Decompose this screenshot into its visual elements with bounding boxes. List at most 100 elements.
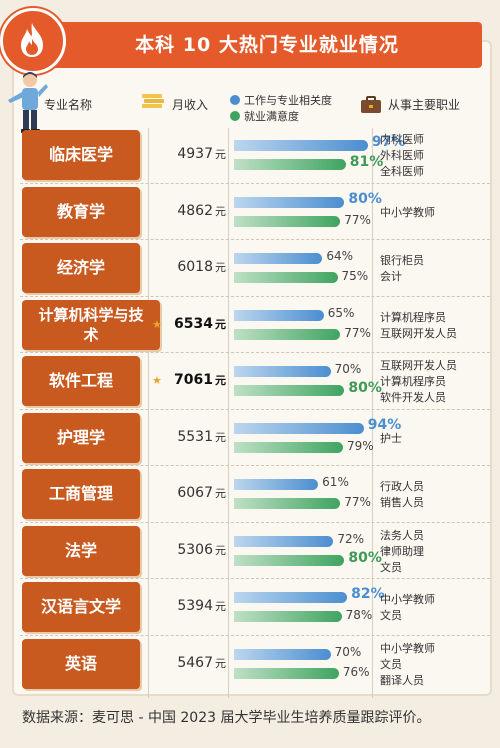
row-divider (20, 578, 490, 579)
income-unit: 元 (215, 204, 226, 218)
row-divider (20, 239, 490, 240)
income-value: 6018 (177, 259, 213, 275)
income-unit: 元 (215, 374, 226, 387)
monthly-income: 6067 元 (150, 485, 226, 501)
job-item: 法务人员 (380, 528, 424, 542)
income-value: 5394 (177, 598, 213, 614)
satisfaction-bar (234, 554, 345, 566)
job-item: 律师助理 (380, 544, 424, 558)
satisfaction-value: 78% (345, 608, 373, 622)
monthly-income: 4862 元 (150, 203, 226, 219)
major-name: 护理学 (22, 412, 140, 463)
relevance-bar (234, 140, 368, 151)
income-value: 5306 (177, 541, 213, 558)
satisfaction-value: 77% (344, 495, 371, 509)
job-list: 银行柜员 会计 (380, 253, 424, 285)
relevance-value: 65% (327, 305, 355, 320)
header-jobs: 从事主要职业 (388, 98, 461, 112)
header-major: 专业名称 (44, 98, 93, 112)
major-name: 法学 (22, 525, 140, 576)
job-list: 内科医师 外科医师 全科医师 (380, 132, 424, 180)
relevance-bar (234, 535, 334, 547)
income-value: 4862 (177, 202, 213, 219)
income-unit: 元 (215, 430, 226, 444)
job-item: 计算机程序员 (380, 310, 446, 324)
title-bar: 本科 10 大热门专业就业情况 (22, 22, 482, 68)
column-divider (228, 128, 229, 698)
relevance-value: 94% (367, 416, 402, 433)
satisfaction-bar (234, 667, 339, 679)
job-item: 中小学教师 (380, 593, 435, 606)
income-value: 6534 (174, 315, 213, 332)
row-divider (20, 352, 490, 353)
job-item: 文员 (380, 609, 402, 622)
relevance-bar (234, 479, 319, 490)
major-name: 英语 (22, 638, 140, 689)
satisfaction-bar (234, 498, 341, 509)
job-list: 中小学教师文员翻译人员 (380, 641, 435, 689)
satisfaction-bar (234, 385, 345, 396)
major-name: 教育学 (22, 186, 140, 237)
coin-stack-icon (142, 94, 164, 108)
briefcase-icon (361, 96, 381, 113)
satisfaction-value: 79% (347, 438, 374, 453)
star-icon: ★ (152, 317, 162, 331)
relevance-value: 82% (351, 586, 385, 602)
income-unit: 元 (215, 600, 226, 613)
job-item: 会计 (380, 270, 402, 283)
relevance-bar (234, 366, 331, 377)
income-unit: 元 (215, 487, 226, 500)
relevance-bar (234, 422, 364, 434)
row-divider (20, 182, 490, 184)
star-icon: ★ (152, 374, 162, 387)
relevance-value: 80% (348, 190, 382, 207)
job-item: 互联网开发人员 (380, 359, 457, 372)
satisfaction-bar (234, 328, 341, 340)
major-name: 经济学 (22, 243, 140, 293)
job-item: 行政人员 (380, 480, 424, 493)
job-list: 中小学教师 文员 (380, 592, 435, 624)
legend-item-relevance: 工作与专业相关度 (230, 92, 332, 108)
major-name: 汉语言文学 (22, 582, 140, 632)
relevance-value: 70% (334, 644, 362, 659)
legend: 工作与专业相关度 就业满意度 (230, 92, 332, 124)
monthly-income: 5306 元 (150, 542, 226, 558)
column-divider (148, 128, 149, 698)
satisfaction-value: 75% (341, 269, 369, 283)
job-list: 互联网开发人员 计算机程序员 软件开发人员 (380, 358, 457, 406)
relevance-value: 97% (371, 134, 406, 150)
satisfaction-bar (234, 611, 342, 622)
satisfaction-bar (234, 159, 346, 170)
satisfaction-dot-icon (230, 111, 240, 121)
job-list: 法务人员 律师助理 文员 (380, 528, 424, 576)
fire-icon (0, 8, 66, 74)
row-divider (20, 465, 490, 466)
header-income: 月收入 (172, 98, 209, 112)
job-item: 翻译人员 (380, 673, 424, 687)
job-list: 行政人员 销售人员 (380, 479, 424, 511)
major-name: 临床医学 (22, 130, 140, 180)
legend-item-satisfaction: 就业满意度 (230, 108, 332, 124)
monthly-income: 5531 元 (150, 429, 226, 445)
major-name: 软件工程 (22, 356, 140, 406)
job-list: 中小学教师 (380, 205, 435, 221)
satisfaction-value: 81% (349, 154, 384, 170)
job-item: 文员 (380, 657, 402, 671)
monthly-income: 7061 元 (150, 372, 226, 388)
satisfaction-value: 80% (348, 380, 382, 396)
row-divider (20, 408, 490, 410)
income-value: 4937 (177, 146, 213, 162)
relevance-value: 72% (337, 531, 365, 546)
relevance-bar (234, 196, 345, 208)
relevance-value: 64% (326, 249, 353, 263)
job-item: 中小学教师 (380, 641, 435, 655)
income-value: 5531 (177, 428, 213, 445)
relevance-bar (234, 592, 348, 603)
income-unit: 元 (215, 543, 226, 557)
satisfaction-bar (234, 272, 338, 283)
row-divider (20, 295, 490, 297)
job-item: 互联网开发人员 (380, 326, 457, 340)
source-note: 数据来源：麦可思 - 中国 2023 届大学毕业生培养质量跟踪评价。 (22, 710, 431, 726)
job-item: 外科医师 (380, 149, 424, 162)
